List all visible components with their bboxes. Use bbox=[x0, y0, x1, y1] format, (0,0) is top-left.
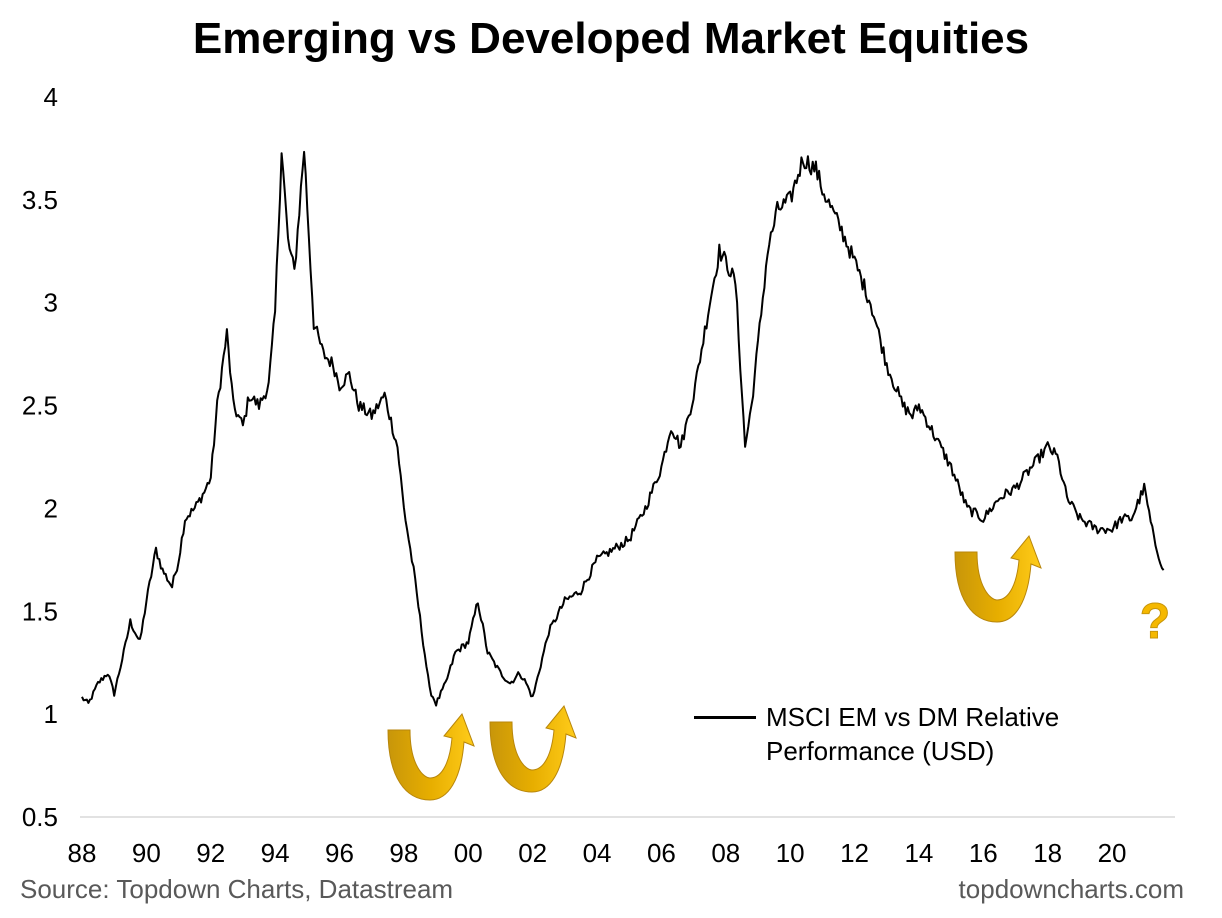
x-tick-label: 08 bbox=[711, 838, 740, 868]
chart-title: Emerging vs Developed Market Equities bbox=[192, 14, 1030, 63]
x-tick-label: 20 bbox=[1098, 838, 1127, 868]
u-turn-arrow-icon bbox=[954, 535, 1042, 623]
question-mark-icon: ? bbox=[1140, 593, 1171, 649]
x-tick-label: 06 bbox=[647, 838, 676, 868]
x-tick-label: 98 bbox=[389, 838, 418, 868]
u-turn-arrow-icon bbox=[387, 713, 475, 801]
x-tick-label: 14 bbox=[904, 838, 933, 868]
brand-name: topdowncharts.com bbox=[958, 874, 1184, 904]
legend-label: MSCI EM vs DM Relative Performance (USD) bbox=[766, 702, 1060, 766]
x-tick-label: 10 bbox=[776, 838, 805, 868]
x-tick-label: 96 bbox=[325, 838, 354, 868]
x-axis: 88 90 92 94 96 98 00 02 04 06 08 10 12 14 16 18 20 bbox=[68, 838, 1127, 868]
y-tick-label: 0.5 bbox=[22, 802, 58, 832]
y-tick-label: 4 bbox=[44, 82, 58, 112]
x-tick-label: 94 bbox=[261, 838, 290, 868]
x-tick-label: 12 bbox=[840, 838, 869, 868]
y-axis: 0.5 1 1.5 2 2.5 3 3.5 4 bbox=[22, 82, 58, 832]
x-tick-label: 18 bbox=[1033, 838, 1062, 868]
series-line bbox=[81, 150, 1165, 707]
x-tick-label: 16 bbox=[969, 838, 998, 868]
y-tick-label: 2.5 bbox=[22, 391, 58, 421]
x-tick-label: 90 bbox=[132, 838, 161, 868]
x-tick-label: 04 bbox=[583, 838, 612, 868]
y-tick-label: 3.5 bbox=[22, 185, 58, 215]
u-turn-arrow-icon bbox=[489, 705, 577, 793]
legend-swatch bbox=[694, 716, 756, 719]
y-tick-label: 1 bbox=[44, 699, 58, 729]
y-tick-label: 3 bbox=[44, 288, 58, 318]
y-tick-label: 1.5 bbox=[22, 596, 58, 626]
series-layer bbox=[81, 150, 1165, 707]
x-tick-label: 02 bbox=[518, 838, 547, 868]
x-tick-label: 92 bbox=[196, 838, 225, 868]
x-tick-label: 00 bbox=[454, 838, 483, 868]
x-tick-label: 88 bbox=[68, 838, 97, 868]
source-note: Source: Topdown Charts, Datastream bbox=[20, 874, 454, 904]
y-tick-label: 2 bbox=[44, 493, 58, 523]
